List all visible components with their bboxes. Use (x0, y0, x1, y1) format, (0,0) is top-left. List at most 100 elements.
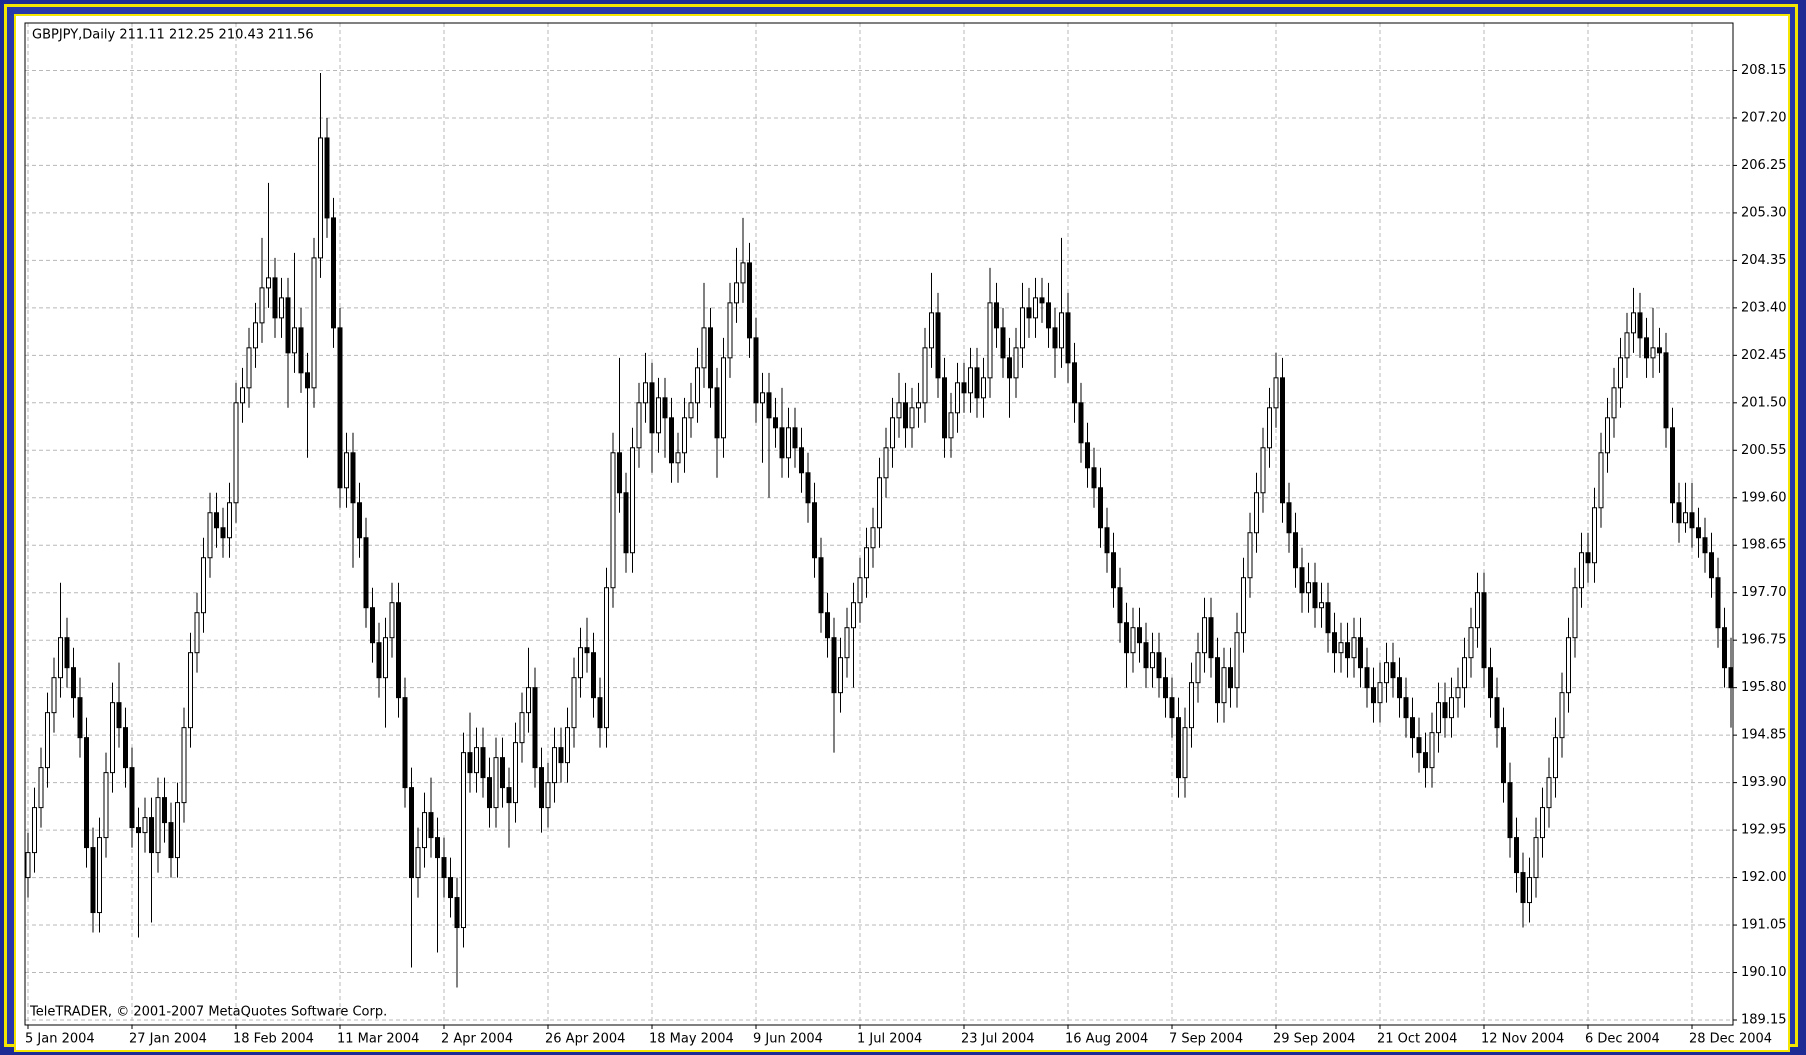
candle-body (747, 262, 752, 339)
candle-body (617, 452, 622, 494)
candle-body (1137, 627, 1142, 644)
candle-body (1215, 657, 1220, 704)
y-tick-label: 192.00 (1741, 870, 1787, 885)
candle-body (584, 647, 590, 654)
candle-body (779, 427, 785, 459)
candle-body (1117, 587, 1123, 624)
candle-body (1722, 627, 1727, 669)
candle-body (1169, 697, 1175, 719)
candle-body (1683, 512, 1688, 524)
candle-body (1715, 577, 1721, 629)
y-tick-label: 194.85 (1741, 728, 1787, 743)
candle-body (1130, 627, 1136, 654)
candle-body (1546, 777, 1552, 809)
candle-body (149, 817, 154, 854)
candle-body (500, 757, 505, 789)
candle-body (1644, 337, 1649, 359)
x-tick-label: 12 Nov 2004 (1481, 1032, 1564, 1047)
candle-body (1494, 697, 1500, 729)
candle-body (701, 327, 707, 369)
candle-body (955, 382, 960, 414)
candle-body (604, 587, 609, 729)
candle-body (480, 747, 486, 779)
candle-body (1377, 682, 1383, 704)
candle-body (370, 607, 375, 644)
candle-body (1657, 347, 1662, 354)
y-tick-label: 202.45 (1741, 348, 1787, 363)
candle-body (272, 277, 278, 319)
candle-body (1676, 502, 1682, 524)
candle-body (246, 347, 252, 389)
candle-body (454, 897, 460, 929)
candle-body (1234, 632, 1240, 689)
x-tick-label: 7 Sep 2004 (1169, 1032, 1243, 1047)
candle-body (32, 807, 37, 854)
candle-body (90, 847, 96, 914)
candle-body (409, 787, 414, 879)
candle-body (1371, 687, 1376, 704)
x-tick-label: 9 Jun 2004 (753, 1032, 823, 1047)
candle-body (532, 687, 538, 769)
candle-body (175, 802, 180, 859)
candle-body (870, 527, 876, 549)
candle-body (1572, 587, 1578, 639)
candle-body (467, 752, 473, 774)
y-tick-label: 196.75 (1741, 633, 1787, 648)
candle-body (929, 312, 934, 349)
candle-body (903, 402, 908, 429)
candle-body (383, 637, 388, 679)
candle-body (142, 817, 148, 834)
candle-body (636, 402, 642, 449)
candle-body (727, 302, 733, 359)
candle-body (1260, 447, 1266, 494)
candle-body (25, 852, 31, 879)
candle-body (207, 512, 213, 559)
candle-body (1585, 552, 1591, 564)
candle-body (266, 277, 271, 289)
y-tick-label: 192.95 (1741, 823, 1787, 838)
candle-body (1566, 637, 1571, 694)
candle-body (1072, 362, 1077, 404)
x-tick-label: 26 Apr 2004 (545, 1032, 625, 1047)
candle-body (857, 577, 863, 604)
candle-body (1429, 732, 1435, 769)
candle-body (968, 367, 973, 394)
candle-body (285, 297, 291, 354)
candle-body (1039, 297, 1045, 304)
candle-body (77, 697, 83, 739)
y-tick-label: 191.05 (1741, 918, 1787, 933)
candle-body (883, 447, 889, 479)
candle-body (1689, 512, 1695, 529)
candle-body (1663, 352, 1669, 429)
candle-body (487, 777, 492, 809)
candle-body (565, 727, 570, 764)
candle-body (422, 812, 427, 849)
candle-body (812, 502, 817, 559)
y-tick-label: 199.60 (1741, 490, 1787, 505)
candle-body (1540, 807, 1545, 839)
candle-body (766, 392, 772, 419)
chart-window (14, 14, 1790, 1052)
candle-body (916, 402, 921, 409)
y-tick-label: 204.35 (1741, 253, 1787, 268)
candle-body (1202, 617, 1207, 654)
candle-body (1598, 452, 1604, 509)
x-tick-label: 23 Jul 2004 (961, 1032, 1035, 1047)
candle-body (428, 812, 434, 839)
candle-body (1520, 872, 1526, 904)
candle-body (58, 637, 63, 679)
candle-body (344, 452, 349, 489)
candle-body (129, 767, 135, 829)
candle-body (201, 557, 206, 614)
candle-body (64, 637, 70, 669)
candle-body (493, 757, 499, 809)
candle-body (116, 702, 122, 729)
candle-body (1124, 622, 1129, 654)
candle-body (305, 372, 310, 389)
x-tick-label: 5 Jan 2004 (25, 1032, 95, 1047)
candle-body (1078, 402, 1084, 444)
candle-body (233, 402, 239, 504)
candle-body (1091, 467, 1097, 489)
candle-body (324, 137, 330, 219)
